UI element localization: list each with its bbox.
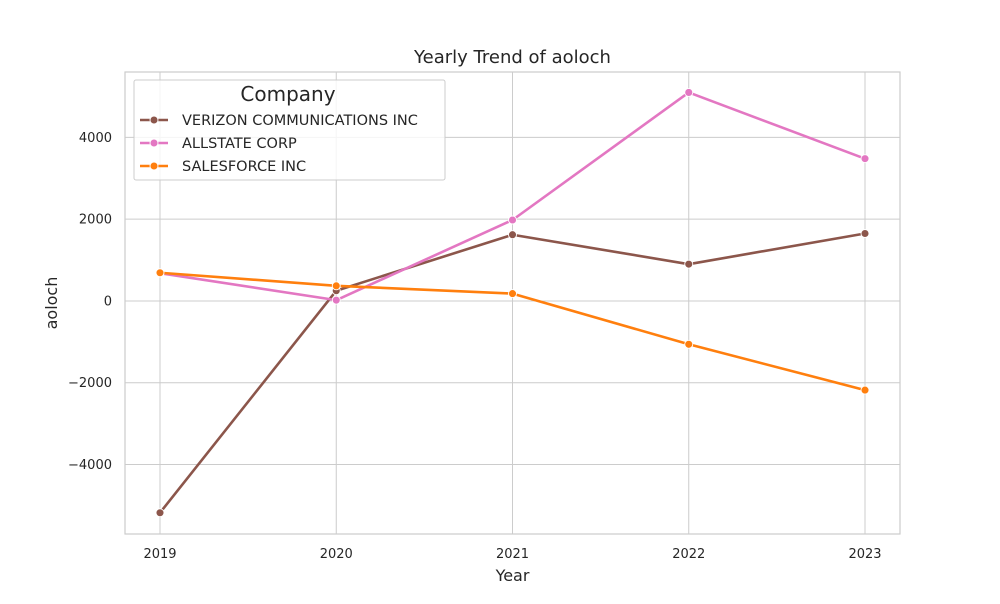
data-point xyxy=(508,230,517,240)
data-point xyxy=(331,295,341,305)
y-tick-label: −2000 xyxy=(68,376,112,391)
legend-title: Company xyxy=(240,82,335,106)
legend-items: VERIZON COMMUNICATIONS INC ALLSTATE CORP S… xyxy=(140,113,418,175)
data-point xyxy=(860,154,870,164)
legend-label: VERIZON COMMUNICATIONS INC xyxy=(182,113,418,129)
data-point xyxy=(684,259,694,269)
legend-label: SALESFORCE INC xyxy=(182,159,306,175)
legend-label: ALLSTATE CORP xyxy=(182,136,297,152)
series-group xyxy=(155,229,870,518)
legend-item: VERIZON COMMUNICATIONS INC xyxy=(140,113,418,129)
data-point xyxy=(860,385,870,395)
y-axis-ticks: −4000 −2000 0 2000 4000 xyxy=(68,131,112,473)
series-lines xyxy=(155,87,870,518)
x-tick-label: 2023 xyxy=(848,547,881,562)
y-axis-label: aoloch xyxy=(42,277,61,330)
legend-marker-swatch xyxy=(149,115,159,125)
data-point xyxy=(508,289,517,299)
data-point xyxy=(155,268,165,278)
legend: Company VERIZON COMMUNICATIONS INC ALLSTA… xyxy=(133,79,446,181)
x-tick-label: 2020 xyxy=(320,547,353,562)
data-point xyxy=(684,87,694,97)
data-point xyxy=(860,229,870,238)
y-tick-label: 2000 xyxy=(79,213,112,228)
legend-item: SALESFORCE INC xyxy=(140,159,306,175)
data-point xyxy=(684,339,694,349)
x-axis-ticks: 2019 2020 2021 2022 2023 xyxy=(143,547,881,562)
legend-box xyxy=(133,79,446,181)
x-tick-label: 2022 xyxy=(672,547,705,562)
y-tick-label: 4000 xyxy=(79,131,112,146)
series-group xyxy=(155,268,870,395)
x-tick-label: 2021 xyxy=(496,547,529,562)
legend-marker-swatch xyxy=(149,138,159,148)
legend-marker-swatch xyxy=(149,161,159,171)
plot-area-frame xyxy=(124,71,901,535)
chart-title: Yearly Trend of aoloch xyxy=(413,47,611,68)
y-tick-label: 0 xyxy=(104,294,112,309)
data-point xyxy=(508,215,517,225)
x-tick-label: 2019 xyxy=(143,547,176,562)
x-axis-label: Year xyxy=(495,566,530,585)
data-point xyxy=(155,508,165,518)
data-point xyxy=(331,281,341,291)
legend-item: ALLSTATE CORP xyxy=(140,136,297,152)
y-tick-label: −4000 xyxy=(68,458,112,473)
